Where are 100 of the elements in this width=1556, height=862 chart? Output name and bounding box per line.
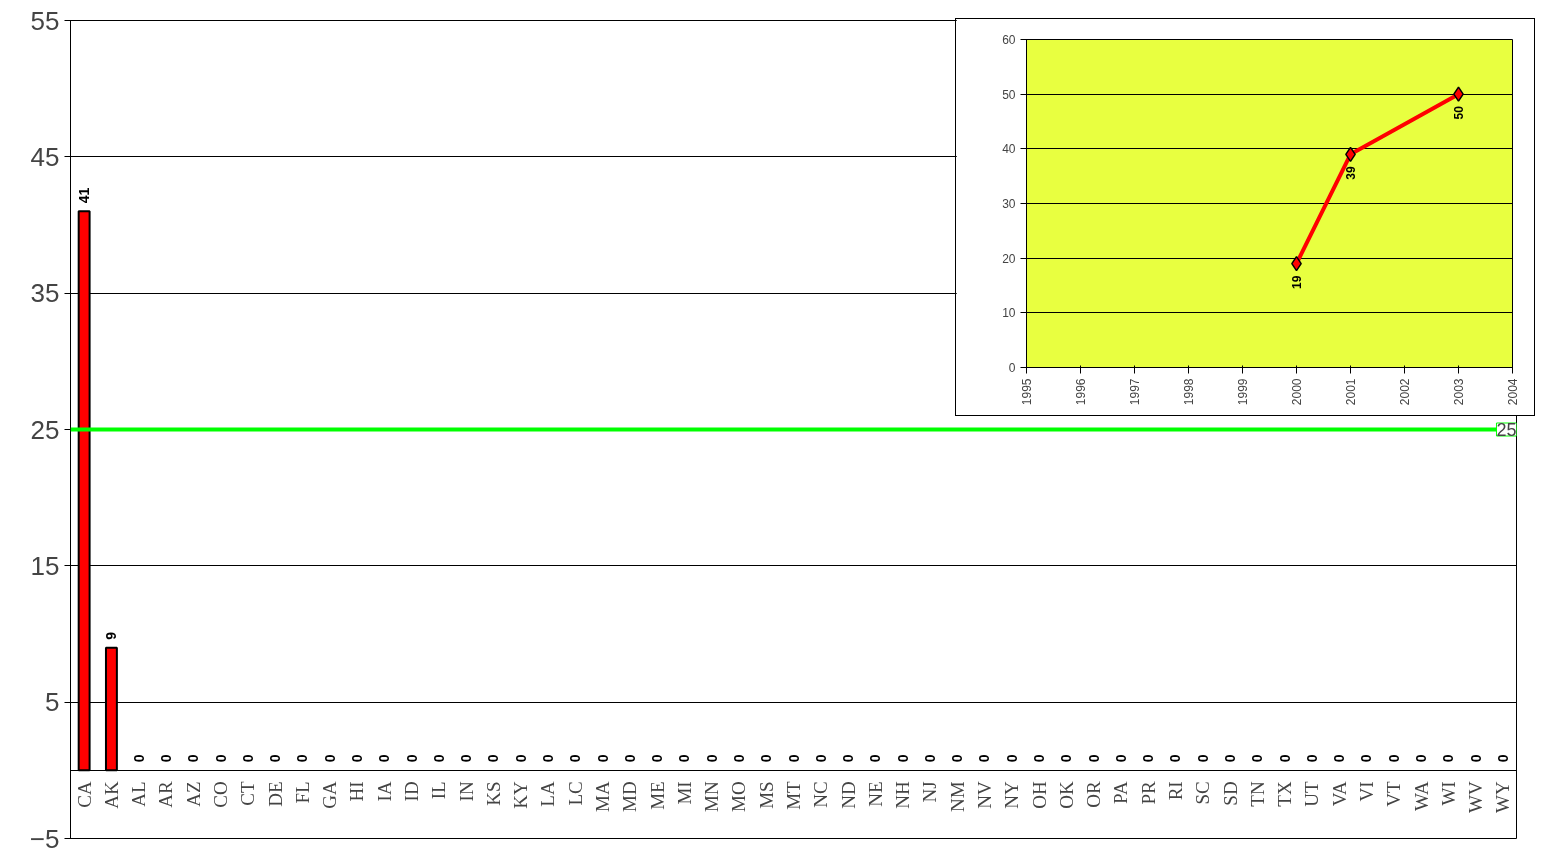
x-tick-label: VT bbox=[1383, 780, 1405, 807]
x-tick-label: VI bbox=[1355, 781, 1377, 802]
data-label: 0 bbox=[1222, 754, 1239, 763]
data-label: 0 bbox=[1194, 754, 1211, 763]
x-tick-label: MA bbox=[592, 781, 614, 812]
x-tick-label: 1996 bbox=[1074, 378, 1088, 406]
x-tick-label: 2001 bbox=[1344, 378, 1358, 406]
data-label: 0 bbox=[812, 754, 829, 763]
data-label: 0 bbox=[1167, 754, 1184, 763]
data-label: 0 bbox=[676, 754, 693, 763]
x-tick-label: AR bbox=[155, 781, 177, 808]
data-label: 0 bbox=[376, 754, 393, 763]
x-tick-label: UT bbox=[1301, 780, 1323, 807]
y-tick-label: 5 bbox=[45, 687, 60, 718]
data-label: 0 bbox=[403, 754, 420, 763]
data-label: 19 bbox=[1290, 275, 1304, 289]
x-tick-label: MS bbox=[755, 781, 777, 809]
x-tick-label: ID bbox=[401, 781, 423, 802]
x-tick-label: SD bbox=[1219, 781, 1241, 806]
data-label: 0 bbox=[594, 754, 611, 763]
x-tick-label: CA bbox=[73, 781, 95, 808]
data-label: 41 bbox=[76, 187, 93, 204]
x-tick-label: CO bbox=[210, 781, 232, 808]
x-tick-label: KS bbox=[482, 781, 504, 806]
data-label: 0 bbox=[649, 754, 666, 763]
y-tick-label: 35 bbox=[30, 278, 60, 309]
data-label: 0 bbox=[1303, 754, 1320, 763]
data-label: 0 bbox=[1467, 754, 1484, 763]
x-tick-label: LA bbox=[537, 781, 559, 807]
x-tick-label: 2004 bbox=[1506, 378, 1520, 406]
x-tick-label: AZ bbox=[182, 781, 204, 807]
x-tick-label: WV bbox=[1465, 781, 1487, 813]
x-tick-label: IA bbox=[373, 781, 395, 802]
y-tick-label: 20 bbox=[1002, 251, 1016, 266]
data-label: 0 bbox=[539, 754, 556, 763]
data-label: 0 bbox=[1112, 754, 1129, 763]
y-tick-label: 40 bbox=[1002, 142, 1016, 157]
x-tick-label: IL bbox=[428, 781, 450, 800]
y-tick-label: 25 bbox=[30, 414, 60, 445]
x-tick-label: CT bbox=[237, 780, 259, 806]
x-tick-label: MD bbox=[619, 781, 641, 812]
data-label: 0 bbox=[1085, 754, 1102, 763]
data-label: 0 bbox=[185, 754, 202, 763]
y-tick-label: 15 bbox=[30, 550, 60, 581]
data-label: 0 bbox=[1276, 754, 1293, 763]
x-tick-label: NH bbox=[892, 781, 914, 809]
data-label: 0 bbox=[867, 754, 884, 763]
x-tick-label: MN bbox=[701, 781, 723, 812]
data-label: 50 bbox=[1452, 105, 1466, 120]
data-label: 0 bbox=[1031, 754, 1048, 763]
ref-line-label: 25 bbox=[1496, 420, 1517, 440]
data-label: 39 bbox=[1344, 165, 1358, 180]
data-label: 0 bbox=[130, 754, 147, 763]
x-tick-label: 2000 bbox=[1290, 378, 1304, 406]
x-tick-label: WY bbox=[1492, 781, 1514, 813]
x-tick-label: PA bbox=[1110, 781, 1132, 804]
x-tick-label: IN bbox=[455, 781, 477, 802]
data-label: 0 bbox=[157, 754, 174, 763]
x-tick-label: SC bbox=[1192, 781, 1214, 805]
data-label: 0 bbox=[1331, 754, 1348, 763]
data-label: 0 bbox=[1494, 754, 1511, 763]
data-label: 0 bbox=[621, 754, 638, 763]
data-label: 0 bbox=[267, 754, 284, 763]
data-label: 0 bbox=[1440, 754, 1457, 763]
y-tick-label: 0 bbox=[1008, 361, 1016, 375]
x-tick-label: AL bbox=[128, 781, 150, 807]
x-tick-label: ME bbox=[646, 781, 668, 810]
x-tick-label: RI bbox=[1164, 781, 1186, 801]
y-tick-label: 50 bbox=[1002, 87, 1016, 102]
x-tick-label: TX bbox=[1274, 781, 1296, 807]
y-tick-label: 45 bbox=[30, 141, 60, 172]
x-tick-label: GA bbox=[319, 781, 341, 809]
data-label: 0 bbox=[294, 754, 311, 763]
data-label: 0 bbox=[730, 754, 747, 763]
data-label: 0 bbox=[894, 754, 911, 763]
x-tick-label: ND bbox=[837, 781, 859, 809]
x-tick-label: KY bbox=[510, 781, 532, 809]
y-tick-label: −5 bbox=[29, 823, 60, 854]
data-label: 0 bbox=[512, 754, 529, 763]
x-tick-label: FL bbox=[291, 781, 313, 804]
y-tick-label: 55 bbox=[30, 5, 60, 36]
x-tick-label: MT bbox=[783, 780, 804, 810]
x-tick-label: 1998 bbox=[1182, 378, 1196, 406]
x-tick-label: 2003 bbox=[1452, 378, 1466, 406]
x-tick-label: NM bbox=[946, 781, 968, 812]
x-tick-label: OK bbox=[1055, 781, 1077, 809]
x-tick-label: AK bbox=[100, 781, 122, 809]
data-label: 0 bbox=[840, 754, 857, 763]
x-tick-label: DE bbox=[264, 781, 286, 807]
x-tick-label: NJ bbox=[919, 781, 941, 803]
data-label: 0 bbox=[1358, 754, 1375, 763]
x-tick-label: 1997 bbox=[1128, 378, 1142, 406]
data-label: 0 bbox=[348, 754, 365, 763]
x-tick-label: VA bbox=[1328, 781, 1350, 807]
x-tick-label: WI bbox=[1437, 781, 1459, 806]
x-tick-label: NE bbox=[864, 781, 886, 807]
x-tick-label: OR bbox=[1083, 781, 1105, 808]
x-tick-label: 1999 bbox=[1236, 378, 1250, 406]
data-label: 0 bbox=[212, 754, 229, 763]
x-tick-label: OH bbox=[1028, 781, 1050, 809]
